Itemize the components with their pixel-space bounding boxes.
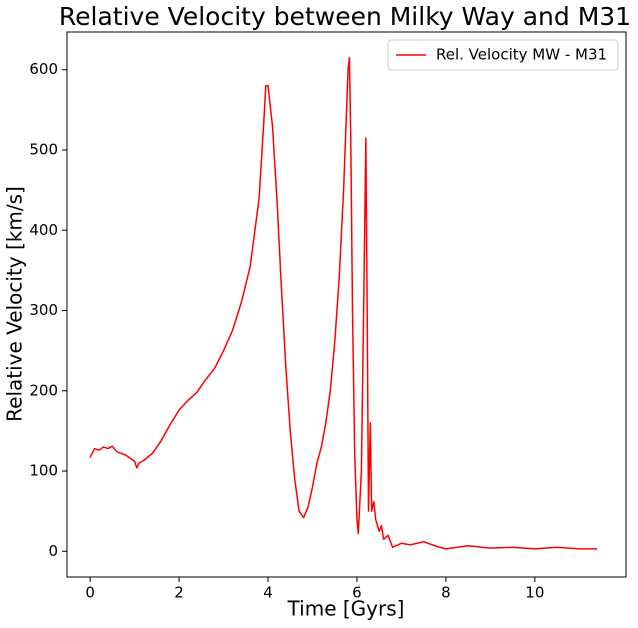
x-tick-label: 8: [441, 584, 451, 602]
x-tick-label: 10: [525, 584, 544, 602]
y-tick-label: 500: [29, 140, 58, 158]
y-tick-label: 400: [29, 221, 58, 239]
legend-label: Rel. Velocity MW - M31: [436, 46, 607, 64]
x-tick-label: 6: [352, 584, 362, 602]
x-tick-label: 2: [174, 584, 184, 602]
y-tick-label: 200: [29, 381, 58, 399]
x-tick-label: 4: [263, 584, 273, 602]
chart-title: Relative Velocity between Milky Way and …: [59, 2, 631, 31]
y-tick-label: 100: [29, 462, 58, 480]
y-tick-label: 0: [48, 542, 58, 560]
y-tick-label: 600: [29, 60, 58, 78]
x-axis-label: Time [Gyrs]: [287, 597, 405, 621]
data-line: [89, 56, 598, 550]
legend-box: [387, 39, 619, 71]
plot-frame: [66, 31, 627, 578]
y-tick-label: 300: [29, 301, 58, 319]
legend: Rel. Velocity MW - M31: [387, 39, 619, 71]
y-axis-label: Relative Velocity [km/s]: [3, 186, 27, 422]
x-tick-label: 0: [85, 584, 95, 602]
